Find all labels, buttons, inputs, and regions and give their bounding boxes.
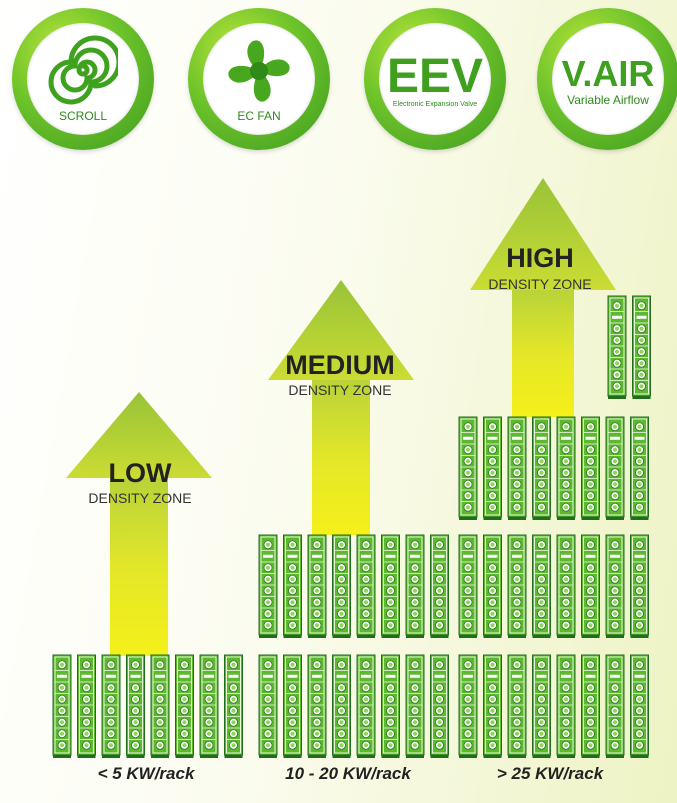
rack-column <box>507 534 527 638</box>
badge-eev-title: EEV <box>386 50 484 103</box>
zone-medium-title: MEDIUM <box>285 350 395 380</box>
zone-low-subtitle: DENSITY ZONE <box>88 490 192 506</box>
rack-column <box>483 534 502 638</box>
badge-eev-face: EEV Electronic Expansion Valve <box>379 23 491 135</box>
rack-column <box>101 654 121 758</box>
rack-column <box>581 534 600 638</box>
badge-vair-label: Variable Airflow <box>567 93 649 107</box>
rack-column <box>430 654 449 758</box>
rack-column <box>483 416 502 520</box>
zone-high-subtitle: DENSITY ZONE <box>488 276 592 292</box>
rack-column <box>605 416 625 520</box>
rack-column <box>283 654 302 758</box>
fan-icon <box>228 40 290 102</box>
rack-column <box>307 654 327 758</box>
rack-column <box>430 534 449 638</box>
rack-column <box>356 534 376 638</box>
badge-scroll-face: SCROLL <box>27 23 139 135</box>
badge-vair-title: V.AIR <box>561 53 655 94</box>
zone-medium-subtitle: DENSITY ZONE <box>288 382 392 398</box>
zone-low-title: LOW <box>108 458 172 488</box>
rack-column <box>532 416 551 520</box>
rack-column <box>258 654 278 758</box>
rack-column <box>258 534 278 638</box>
rack-column <box>175 654 194 758</box>
rack-column <box>52 654 72 758</box>
badge-scroll: SCROLL <box>12 8 154 150</box>
rack-column <box>405 534 425 638</box>
rack-column <box>405 654 425 758</box>
rack-column <box>630 654 649 758</box>
rack-column <box>199 654 219 758</box>
rack-column <box>507 416 527 520</box>
rack-column <box>150 654 170 758</box>
rack-column <box>607 295 627 399</box>
badge-ec-fan: EC FAN <box>188 8 330 150</box>
zone-high-range: > 25 KW/rack <box>496 764 604 783</box>
rack-column <box>356 654 376 758</box>
badge-scroll-label: SCROLL <box>58 109 108 123</box>
rack-column <box>581 654 600 758</box>
zone-low-range: < 5 KW/rack <box>97 764 195 783</box>
rack-column <box>224 654 243 758</box>
badge-vair: V.AIR Variable Airflow <box>537 8 677 150</box>
rack-column <box>507 654 527 758</box>
badge-vair-face: V.AIR Variable Airflow <box>552 23 664 135</box>
rack-column <box>605 534 625 638</box>
spiral-icon <box>48 35 118 105</box>
rack-column <box>581 416 600 520</box>
rack-column <box>126 654 145 758</box>
badge-ec-fan-label: EC FAN <box>237 109 281 123</box>
arrow-low <box>66 392 212 656</box>
arrow-medium <box>268 280 414 535</box>
rack-column <box>332 654 351 758</box>
rack-column <box>307 534 327 638</box>
badge-ec-fan-face: EC FAN <box>203 23 315 135</box>
rack-column <box>605 654 625 758</box>
rack-column <box>332 534 351 638</box>
badge-eev: EEV Electronic Expansion Valve <box>364 8 506 150</box>
rack-column <box>556 534 576 638</box>
rack-column <box>77 654 96 758</box>
zone-high-title: HIGH <box>506 243 574 273</box>
zone-medium-range: 10 - 20 KW/rack <box>285 764 411 783</box>
rack-column <box>458 654 478 758</box>
rack-column <box>556 654 576 758</box>
rack-column <box>483 654 502 758</box>
rack-column <box>632 295 651 399</box>
rack-column <box>630 534 649 638</box>
rack-column <box>381 654 400 758</box>
arrow-high <box>470 178 616 417</box>
rack-column <box>532 654 551 758</box>
rack-column <box>556 416 576 520</box>
rack-column <box>458 416 478 520</box>
rack-column <box>630 416 649 520</box>
rack-column <box>283 534 302 638</box>
rack-column <box>458 534 478 638</box>
badge-eev-label: Electronic Expansion Valve <box>392 101 478 108</box>
rack-column <box>532 534 551 638</box>
rack-column <box>381 534 400 638</box>
